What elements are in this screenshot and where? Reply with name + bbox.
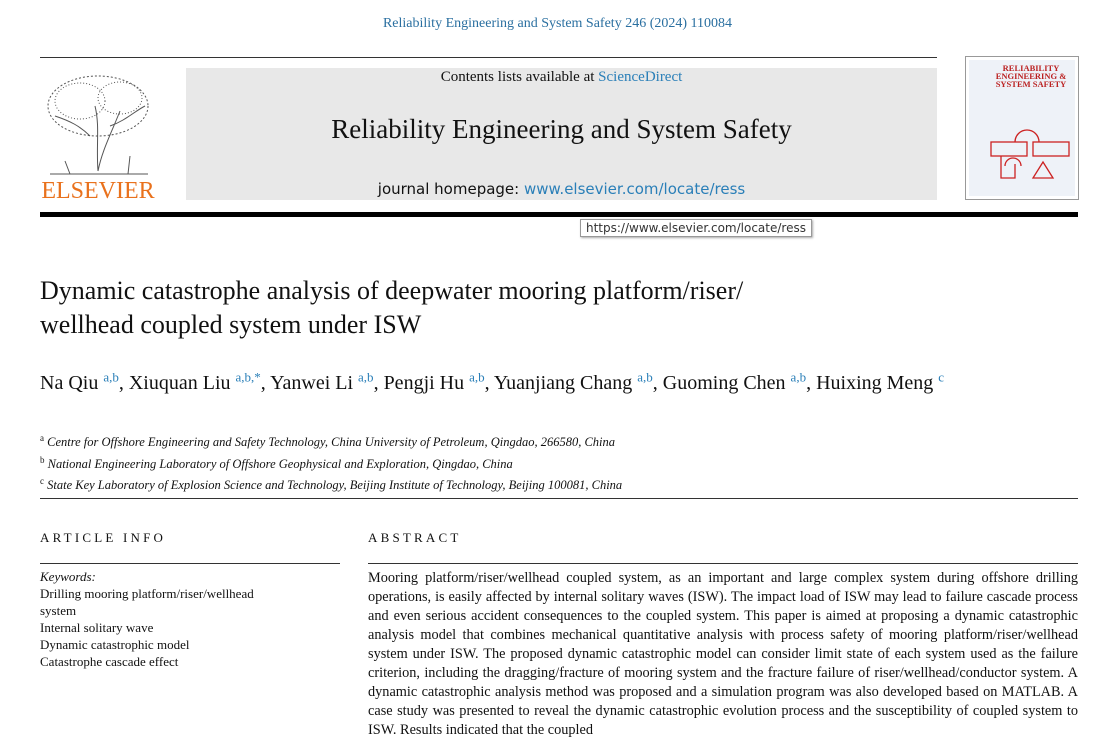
author-name: Xiuquan Liu [128, 371, 231, 394]
author-name: Huixing Meng [816, 371, 934, 394]
affil-text: Centre for Offshore Engineering and Safe… [47, 435, 616, 450]
rule [40, 57, 937, 58]
author-affil: a,b [637, 369, 653, 384]
author: Guoming Chen a,b, [662, 369, 812, 394]
rule [368, 563, 1078, 564]
author: Pengji Hu a,b, [383, 369, 490, 394]
text: Contents lists available at [440, 69, 595, 85]
separator: , [260, 371, 266, 394]
affil-mark: b [40, 454, 45, 465]
author-affil: a,b [469, 369, 485, 384]
contents-line: Contents lists available at ScienceDirec… [186, 69, 937, 86]
journal-name: Reliability Engineering and System Safet… [331, 114, 792, 144]
author-name: Na Qiu [40, 371, 99, 394]
section-heading: ABSTRACT [368, 530, 462, 545]
rule [40, 563, 340, 564]
header-box [186, 68, 937, 200]
separator: , [484, 371, 490, 394]
homepage-line: journal homepage: www.elsevier.com/locat… [186, 180, 937, 198]
cover-title: RELIABILITY ENGINEERING & SYSTEM SAFETY [995, 64, 1067, 89]
author: Xiuquan Liu a,b,*, [128, 369, 266, 394]
affiliation: c State Key Laboratory of Explosion Scie… [40, 473, 622, 495]
author: Yuanjiang Chang a,b, [493, 369, 658, 394]
authors: Na Qiu a,b, Xiuquan Liu a,b,*, Yanwei Li… [40, 363, 1000, 397]
text: journal homepage: [377, 180, 520, 198]
article-title: Dynamic catastrophe analysis of deepwate… [40, 274, 743, 342]
keyword: Catastrophe cascade effect [40, 654, 179, 669]
keyword: Internal solitary wave [40, 620, 154, 635]
author-name: Guoming Chen [662, 371, 786, 394]
header-bar [40, 212, 1078, 217]
separator: , [373, 371, 379, 394]
rule [40, 498, 1078, 499]
author: Huixing Meng c [816, 369, 945, 394]
affiliations: a Centre for Offshore Engineering and Sa… [40, 430, 622, 495]
separator: , [806, 371, 812, 394]
elsevier-logo: ELSEVIER [41, 75, 155, 202]
title-line: wellhead coupled system under ISW [40, 310, 422, 339]
affil-text: State Key Laboratory of Explosion Scienc… [47, 478, 623, 493]
separator: , [118, 371, 124, 394]
keywords-label: Keywords: [40, 569, 96, 584]
author-affil: a,b [103, 369, 119, 384]
author-affil: a,b [790, 369, 807, 384]
affil-mark: a [40, 433, 44, 443]
keyword: Drilling mooring platform/riser/wellhead… [40, 586, 254, 618]
author-name: Yuanjiang Chang [493, 371, 633, 394]
keywords: Keywords: Drilling mooring platform/riser… [40, 568, 290, 670]
citation[interactable]: Reliability Engineering and System Safet… [382, 16, 733, 31]
author-name: Yanwei Li [270, 371, 354, 394]
affil-text: National Engineering Laboratory of Offsh… [47, 456, 513, 471]
link[interactable]: www.elsevier.com/locate/ress [524, 180, 746, 198]
section-heading: ARTICLE INFO [40, 530, 167, 545]
abstract-text: Mooring platform/riser/wellhead coupled … [368, 570, 1078, 738]
separator: , [652, 371, 658, 394]
author-affil: a,b,* [235, 369, 261, 384]
affil-mark: c [40, 476, 44, 487]
publisher: ELSEVIER [41, 178, 154, 202]
affiliation: a Centre for Offshore Engineering and Sa… [40, 430, 622, 452]
author-affil: a,b [358, 369, 374, 384]
tooltip: https://www.elsevier.com/locate/ress [580, 219, 812, 237]
author-name: Pengji Hu [383, 371, 465, 394]
author: Yanwei Li a,b, [270, 369, 379, 394]
title-line: Dynamic catastrophe analysis of deepwate… [40, 276, 744, 305]
journal-cover[interactable]: RELIABILITY ENGINEERING & SYSTEM SAFETY [965, 56, 1079, 200]
author-affil: c [938, 369, 945, 384]
link[interactable]: ScienceDirect [598, 69, 683, 85]
affiliation: b National Engineering Laboratory of Off… [40, 452, 622, 474]
keyword: Dynamic catastrophic model [40, 637, 190, 652]
author: Na Qiu a,b, [40, 369, 124, 394]
